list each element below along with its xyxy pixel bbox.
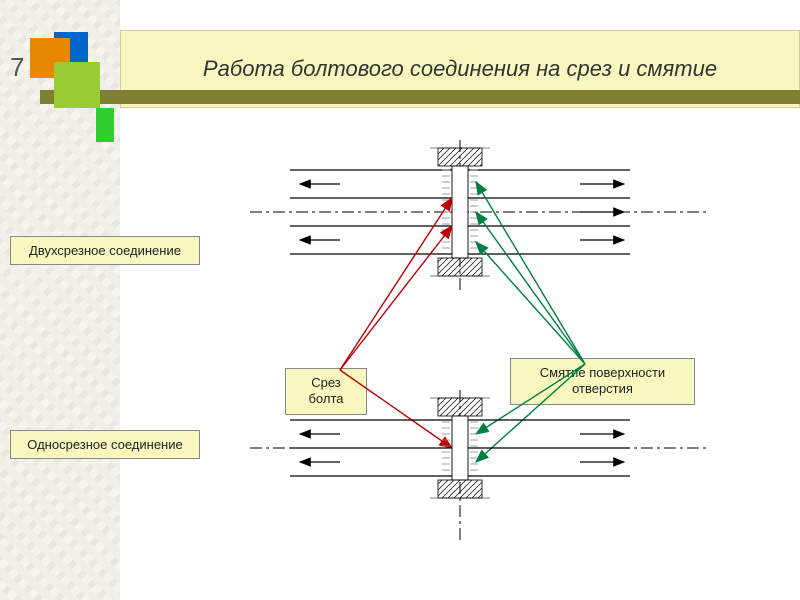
label-single-shear: Односрезное соединение	[10, 430, 200, 459]
label-double-shear: Двухсрезное соединение	[10, 236, 200, 265]
bolt-connection-diagram	[230, 140, 770, 580]
slide-number: 7	[10, 52, 24, 83]
single-shear-figure	[250, 390, 710, 540]
